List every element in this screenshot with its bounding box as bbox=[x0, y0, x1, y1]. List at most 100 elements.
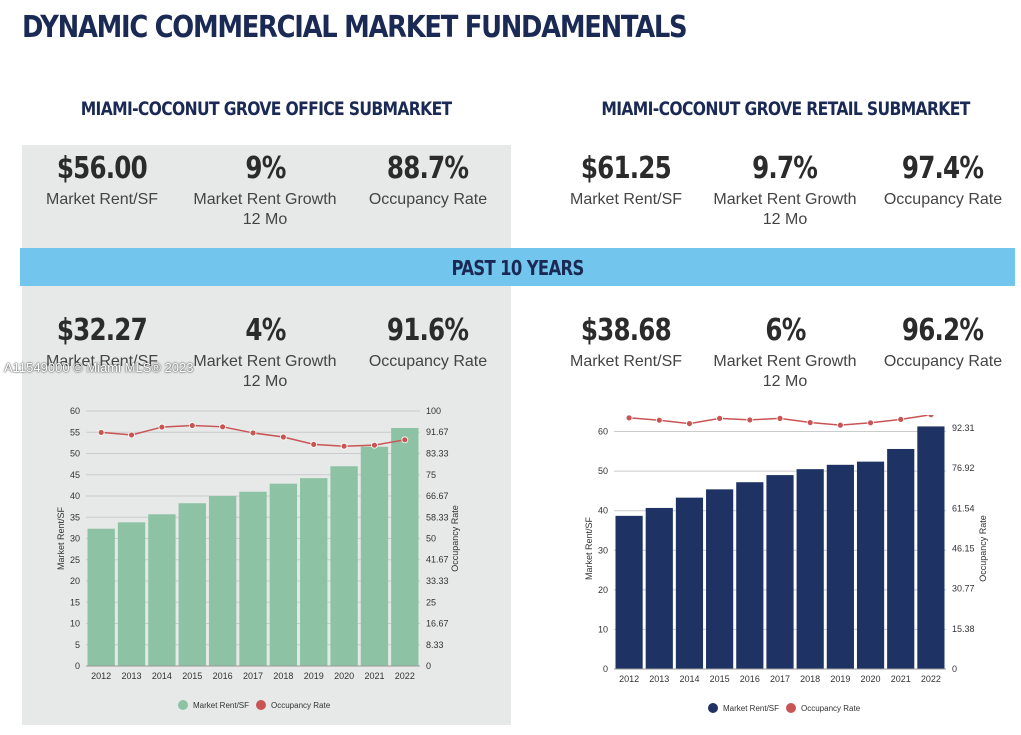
mls-watermark: A11549000 © Miami MLS® 2023 bbox=[4, 360, 194, 375]
y2-tick-label: 8.33 bbox=[426, 640, 444, 650]
bar-2013 bbox=[645, 507, 673, 669]
stat-value: 97.4% bbox=[902, 151, 984, 186]
x-tick-label: 2018 bbox=[273, 671, 293, 681]
stat-label: Market Rent/SF bbox=[569, 191, 683, 208]
bar-2022 bbox=[391, 428, 419, 666]
x-tick-label: 2019 bbox=[304, 671, 324, 681]
office-submarket-title: MIAMI-COCONUT GROVE OFFICE SUBMARKET bbox=[81, 98, 452, 120]
x-tick-label: 2014 bbox=[152, 671, 172, 681]
y2-tick-label: 50 bbox=[426, 534, 436, 544]
y-tick-label: 0 bbox=[75, 661, 80, 671]
y-tick-label: 30 bbox=[70, 534, 80, 544]
y2-tick-label: 92.31 bbox=[952, 423, 975, 433]
stat-label: Occupancy Rate bbox=[368, 191, 488, 208]
office-rent-growth-stat: 9% Market Rent Growth 12 Mo bbox=[185, 152, 345, 230]
stat-sublabel: 12 Mo bbox=[762, 211, 808, 228]
occupancy-point-2013 bbox=[128, 431, 135, 439]
y2-tick-label: 0 bbox=[426, 661, 431, 671]
y-tick-label: 20 bbox=[598, 585, 608, 595]
y2-tick-label: 66.67 bbox=[426, 491, 449, 501]
bar-2012 bbox=[615, 515, 643, 669]
y2-tick-label: 76.92 bbox=[952, 463, 975, 473]
office-market-rent-stat: $56.00 Market Rent/SF bbox=[22, 152, 182, 210]
bar-2022 bbox=[917, 426, 945, 669]
x-tick-label: 2021 bbox=[891, 674, 911, 684]
x-tick-label: 2021 bbox=[364, 671, 384, 681]
legend-rent-label: Market Rent/SF bbox=[723, 704, 779, 713]
stat-value: 96.2% bbox=[902, 313, 984, 348]
y-tick-label: 40 bbox=[70, 491, 80, 501]
office-past-stats: $32.27 Market Rent/SF 4% Market Rent Gro… bbox=[22, 314, 511, 404]
legend-rent-swatch bbox=[178, 700, 188, 710]
bar-2012 bbox=[87, 528, 115, 666]
legend-rent-swatch bbox=[708, 703, 718, 713]
y-tick-label: 15 bbox=[70, 597, 80, 607]
y2-tick-label: 15.38 bbox=[952, 624, 975, 634]
bar-2019 bbox=[300, 478, 328, 666]
bar-2015 bbox=[706, 489, 734, 669]
x-tick-label: 2020 bbox=[861, 674, 881, 684]
stat-value: $61.25 bbox=[580, 151, 672, 186]
bar-2021 bbox=[887, 448, 915, 669]
y2-tick-label: 25 bbox=[426, 597, 436, 607]
stat-label: Occupancy Rate bbox=[883, 191, 1003, 208]
y2-tick-label: 16.67 bbox=[426, 618, 449, 628]
retail-past-rent-growth-stat: 6% Market Rent Growth 12 Mo bbox=[705, 314, 865, 392]
stat-label: Market Rent/SF bbox=[45, 191, 159, 208]
occupancy-point-2016 bbox=[746, 416, 754, 424]
stat-label: Occupancy Rate bbox=[883, 353, 1003, 370]
y2-tick-label: 0 bbox=[952, 664, 957, 674]
retail-current-stats: $61.25 Market Rent/SF 9.7% Market Rent G… bbox=[546, 152, 1021, 242]
stat-label: Market Rent Growth bbox=[193, 353, 337, 370]
page-title: DYNAMIC COMMERCIAL MARKET FUNDAMENTALS bbox=[22, 10, 688, 45]
stat-value: 91.6% bbox=[387, 313, 469, 348]
y2-axis-title: Occupancy Rate bbox=[978, 515, 988, 582]
y2-tick-label: 61.54 bbox=[952, 503, 975, 513]
stat-sublabel: 12 Mo bbox=[242, 373, 288, 390]
bar-2015 bbox=[178, 503, 206, 666]
retail-occupancy-stat: 97.4% Occupancy Rate bbox=[863, 152, 1021, 210]
y2-tick-label: 91.67 bbox=[426, 427, 449, 437]
stat-value: $56.00 bbox=[56, 151, 148, 186]
past-10-years-band: PAST 10 YEARS bbox=[20, 248, 1015, 286]
office-past-rent-growth-stat: 4% Market Rent Growth 12 Mo bbox=[185, 314, 345, 392]
y-tick-label: 25 bbox=[70, 555, 80, 565]
retail-market-rent-stat: $61.25 Market Rent/SF bbox=[546, 152, 706, 210]
occupancy-point-2018 bbox=[806, 419, 814, 426]
stat-label: Market Rent Growth bbox=[713, 353, 857, 370]
y-tick-label: 60 bbox=[598, 427, 608, 437]
office-occupancy-stat: 88.7% Occupancy Rate bbox=[348, 152, 508, 210]
stat-value: 88.7% bbox=[387, 151, 469, 186]
bar-2019 bbox=[826, 464, 854, 669]
x-tick-label: 2012 bbox=[91, 671, 111, 681]
occupancy-point-2014 bbox=[686, 420, 693, 427]
occupancy-point-2014 bbox=[158, 423, 166, 431]
occupancy-point-2016 bbox=[219, 423, 227, 431]
y-axis-title: Market Rent/SF bbox=[584, 516, 594, 580]
y-tick-label: 60 bbox=[70, 406, 80, 416]
bar-2018 bbox=[269, 483, 298, 666]
y-tick-label: 0 bbox=[603, 664, 608, 674]
stat-label: Occupancy Rate bbox=[368, 353, 488, 370]
retail-past-stats: $38.68 Market Rent/SF 6% Market Rent Gro… bbox=[546, 314, 1021, 404]
occupancy-point-2022 bbox=[927, 415, 935, 419]
occupancy-point-2022 bbox=[401, 436, 409, 444]
y-tick-label: 10 bbox=[598, 624, 608, 634]
occupancy-point-2012 bbox=[625, 415, 633, 422]
stat-label: Market Rent/SF bbox=[45, 353, 159, 370]
stat-value: 9% bbox=[244, 151, 286, 186]
y-tick-label: 30 bbox=[598, 545, 608, 555]
bar-2020 bbox=[856, 461, 885, 669]
stat-value: 9.7% bbox=[752, 151, 819, 186]
bar-2017 bbox=[766, 475, 794, 669]
x-tick-label: 2019 bbox=[830, 674, 850, 684]
x-tick-label: 2015 bbox=[710, 674, 730, 684]
retail-past-market-rent-stat: $38.68 Market Rent/SF bbox=[546, 314, 706, 372]
stat-value: 6% bbox=[764, 313, 806, 348]
x-tick-label: 2014 bbox=[679, 674, 699, 684]
office-past-occupancy-stat: 91.6% Occupancy Rate bbox=[348, 314, 508, 372]
office-current-stats: $56.00 Market Rent/SF 9% Market Rent Gro… bbox=[22, 152, 511, 242]
retail-rent-growth-stat: 9.7% Market Rent Growth 12 Mo bbox=[705, 152, 865, 230]
bar-2013 bbox=[117, 522, 146, 666]
y2-tick-label: 58.33 bbox=[426, 512, 449, 522]
